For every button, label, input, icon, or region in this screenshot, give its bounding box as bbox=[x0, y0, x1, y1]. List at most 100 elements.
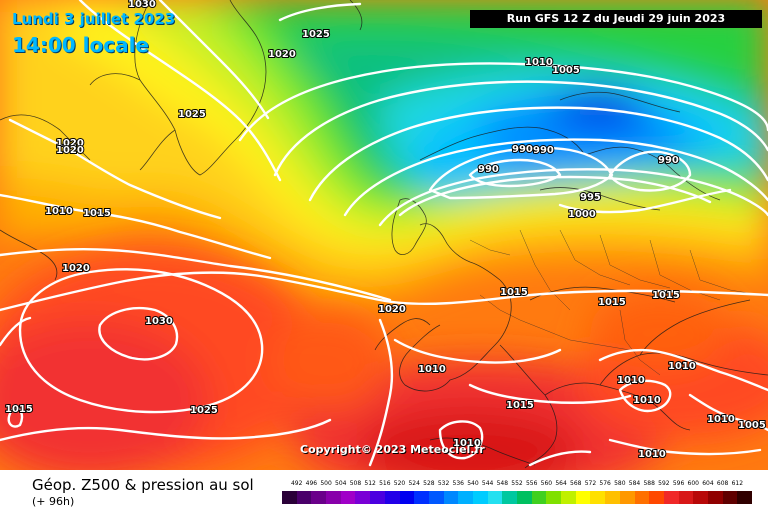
color-scale-label: 608 bbox=[716, 480, 729, 487]
pressure-label: 990 bbox=[512, 144, 533, 155]
forecast-date: Lundi 3 juillet 2023 bbox=[12, 10, 176, 28]
color-scale-swatch bbox=[722, 491, 738, 504]
pressure-label: 1010 bbox=[707, 414, 735, 425]
pressure-label: 990 bbox=[478, 164, 499, 175]
color-scale-swatch bbox=[663, 491, 679, 504]
color-scale-swatch bbox=[282, 491, 297, 504]
color-scale-swatch bbox=[605, 491, 620, 504]
pressure-label: 1030 bbox=[128, 0, 156, 10]
color-scale-label: 584 bbox=[628, 480, 641, 487]
color-scale-label: 544 bbox=[481, 480, 494, 487]
color-scale-label: 572 bbox=[584, 480, 597, 487]
pressure-label: 1020 bbox=[378, 304, 406, 315]
color-scale-swatch bbox=[531, 491, 547, 504]
color-scale-label: 540 bbox=[467, 480, 479, 487]
forecast-local-time: 14:00 locale bbox=[12, 33, 149, 57]
pressure-labels: 1030 1025 1020 1025 1020 1020 1010 1015 … bbox=[4, 0, 767, 461]
color-scale-label: 524 bbox=[408, 480, 420, 487]
color-scale-swatch bbox=[693, 491, 708, 504]
pressure-label: 1020 bbox=[62, 263, 90, 274]
color-scale-label: 580 bbox=[614, 480, 626, 487]
color-scale-label: 568 bbox=[570, 480, 582, 487]
color-scale-swatch bbox=[472, 491, 488, 504]
color-scale-swatch bbox=[502, 491, 517, 504]
pressure-label: 1010 bbox=[638, 449, 666, 460]
color-scale-label: 604 bbox=[702, 480, 714, 487]
color-scale-swatch bbox=[296, 491, 312, 504]
color-scale-label: 508 bbox=[349, 480, 362, 487]
color-scale-label: 512 bbox=[364, 480, 376, 487]
color-scale-label: 500 bbox=[320, 480, 332, 487]
color-scale-label: 560 bbox=[540, 480, 553, 487]
color-scale-label: 588 bbox=[643, 480, 655, 487]
color-scale-label: 548 bbox=[496, 480, 509, 487]
color-scale-label: 552 bbox=[511, 480, 523, 487]
pressure-label: 1020 bbox=[56, 145, 84, 156]
color-scale-label: 496 bbox=[305, 480, 318, 487]
color-scale-label: 516 bbox=[379, 480, 391, 487]
color-scale-label: 520 bbox=[393, 480, 406, 487]
pressure-label: 1030 bbox=[145, 316, 173, 327]
pressure-label: 1000 bbox=[568, 209, 596, 220]
color-scale-label: 532 bbox=[437, 480, 450, 487]
pressure-label: 1015 bbox=[598, 297, 626, 308]
legend-bar: Géop. Z500 & pression au sol (+ 96h) 492… bbox=[0, 470, 768, 512]
model-run-info: Run GFS 12 Z du Jeudi 29 juin 2023 bbox=[470, 10, 762, 28]
pressure-label: 1015 bbox=[506, 400, 534, 411]
color-scale-label: 492 bbox=[290, 480, 303, 487]
color-scale-swatch bbox=[458, 491, 473, 504]
pressure-label: 1010 bbox=[525, 57, 553, 68]
pressure-label: 1020 bbox=[268, 49, 296, 60]
color-scale-swatch bbox=[355, 491, 371, 504]
pressure-label: 1010 bbox=[418, 364, 446, 375]
pressure-label: 990 bbox=[658, 155, 679, 166]
color-scale-label: 564 bbox=[555, 480, 567, 487]
color-scale-swatch bbox=[590, 491, 606, 504]
pressure-label: 1010 bbox=[668, 361, 696, 372]
color-scale-swatch bbox=[487, 491, 503, 504]
legend-title: Géop. Z500 & pression au sol bbox=[32, 476, 254, 494]
color-scale-swatch bbox=[384, 491, 400, 504]
pressure-label: 1010 bbox=[617, 375, 645, 386]
color-scale-swatch bbox=[311, 491, 327, 504]
color-scale-swatch bbox=[707, 491, 723, 504]
color-scale-label: 592 bbox=[658, 480, 670, 487]
color-scale-label: 600 bbox=[687, 480, 699, 487]
pressure-label: 1015 bbox=[652, 290, 680, 301]
color-scale bbox=[282, 491, 752, 504]
color-scale-label: 528 bbox=[423, 480, 435, 487]
color-scale-swatch bbox=[370, 491, 385, 504]
color-scale-label: 576 bbox=[599, 480, 611, 487]
color-scale-swatch bbox=[414, 491, 429, 504]
color-scale-swatch bbox=[326, 491, 341, 504]
pressure-label: 990 bbox=[533, 145, 554, 156]
pressure-label: 1020 bbox=[56, 138, 84, 149]
color-scale-swatch bbox=[575, 491, 591, 504]
color-scale-label: 556 bbox=[525, 480, 538, 487]
color-scale-label: 536 bbox=[452, 480, 464, 487]
color-scale-labels: 492 496 500 504 508 512 516 520 524 528 532 536 540 5… bbox=[282, 480, 752, 490]
color-scale-swatch bbox=[517, 491, 532, 504]
color-scale-swatch bbox=[428, 491, 444, 504]
pressure-label: 1010 bbox=[45, 206, 73, 217]
color-scale-label: 504 bbox=[335, 480, 347, 487]
pressure-label: 1015 bbox=[83, 208, 111, 219]
pressure-label: 1005 bbox=[552, 65, 580, 76]
pressure-label: 1025 bbox=[178, 109, 206, 120]
pressure-label: 1010 bbox=[633, 395, 661, 406]
pressure-label: 1025 bbox=[190, 405, 218, 416]
forecast-lead-time: (+ 96h) bbox=[32, 495, 75, 508]
color-scale-swatch bbox=[634, 491, 650, 504]
copyright-notice: Copyright© 2023 Meteociel.fr bbox=[300, 443, 485, 456]
color-scale-swatch bbox=[561, 491, 576, 504]
pressure-label: 1015 bbox=[5, 404, 33, 415]
color-scale-swatch bbox=[619, 491, 635, 504]
color-scale-swatch bbox=[340, 491, 356, 504]
color-scale-swatch bbox=[737, 491, 752, 504]
color-scale-label: 612 bbox=[731, 480, 744, 487]
color-scale-swatch bbox=[546, 491, 562, 504]
color-scale-label: 596 bbox=[672, 480, 685, 487]
pressure-label: 1010 bbox=[453, 438, 481, 449]
pressure-label: 1015 bbox=[500, 287, 528, 298]
